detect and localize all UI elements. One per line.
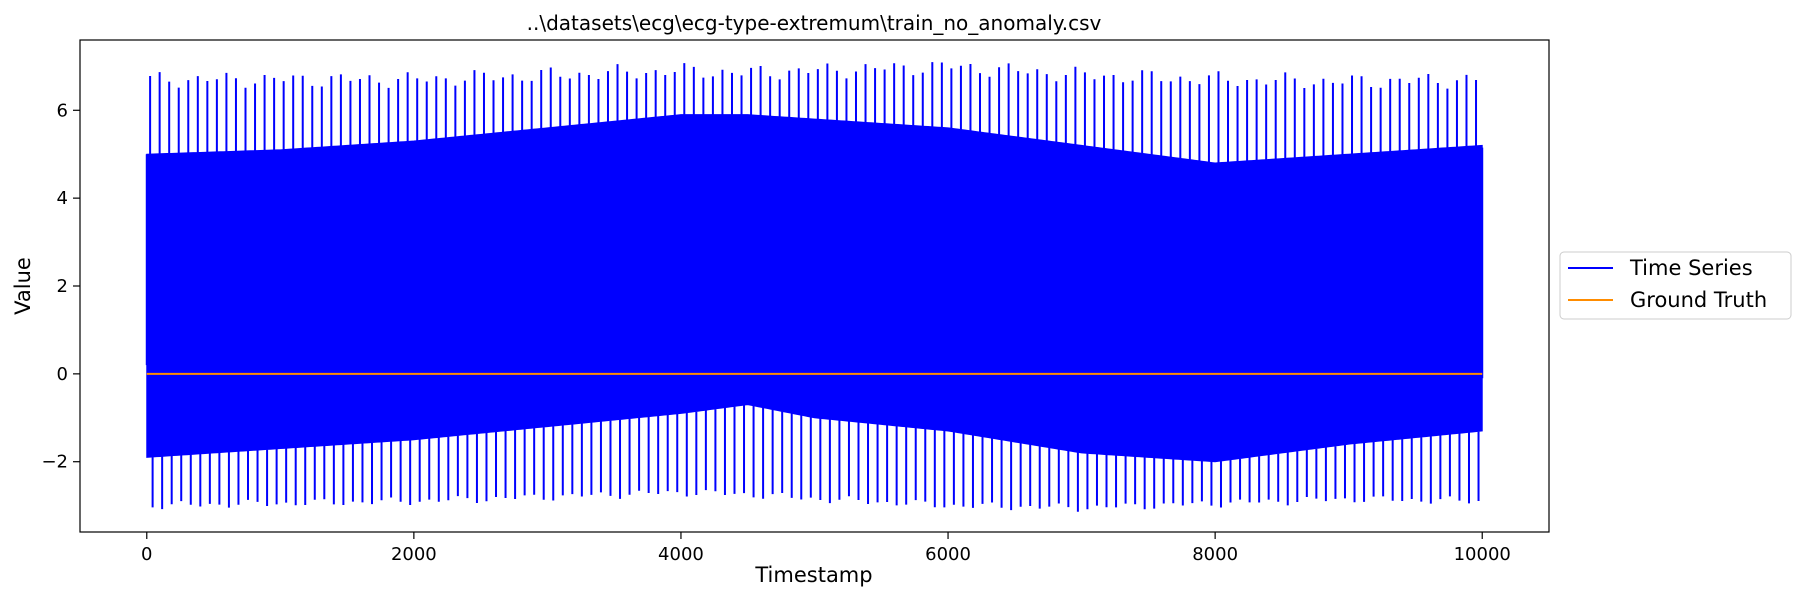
y-tick-label: 6 (57, 100, 68, 121)
series-time-series-band (146, 114, 1483, 463)
x-tick-label: 8000 (1192, 544, 1238, 565)
x-tick-label: 6000 (925, 544, 971, 565)
x-tick-label: 4000 (658, 544, 704, 565)
y-axis-label: Value (11, 257, 35, 315)
x-tick-label: 10000 (1454, 544, 1511, 565)
x-tick-label: 0 (141, 544, 152, 565)
legend-label-time-series: Time Series (1629, 256, 1753, 280)
y-axis: −2 0 2 4 6 (41, 100, 80, 473)
x-axis: 0 2000 4000 6000 8000 10000 (141, 532, 1511, 565)
y-tick-label: −2 (41, 452, 68, 473)
legend: Time Series Ground Truth (1559, 251, 1792, 320)
series-time-series-line (145, 62, 1484, 512)
legend-box (1559, 251, 1792, 320)
legend-label-ground-truth: Ground Truth (1630, 288, 1767, 312)
x-tick-label: 2000 (391, 544, 437, 565)
y-tick-label: 2 (57, 276, 68, 297)
y-tick-label: 4 (57, 188, 68, 209)
x-axis-label: Timestamp (754, 563, 872, 587)
y-tick-label: 0 (57, 364, 68, 385)
chart-title: ..\datasets\ecg\ecg-type-extremum\train_… (527, 11, 1102, 35)
